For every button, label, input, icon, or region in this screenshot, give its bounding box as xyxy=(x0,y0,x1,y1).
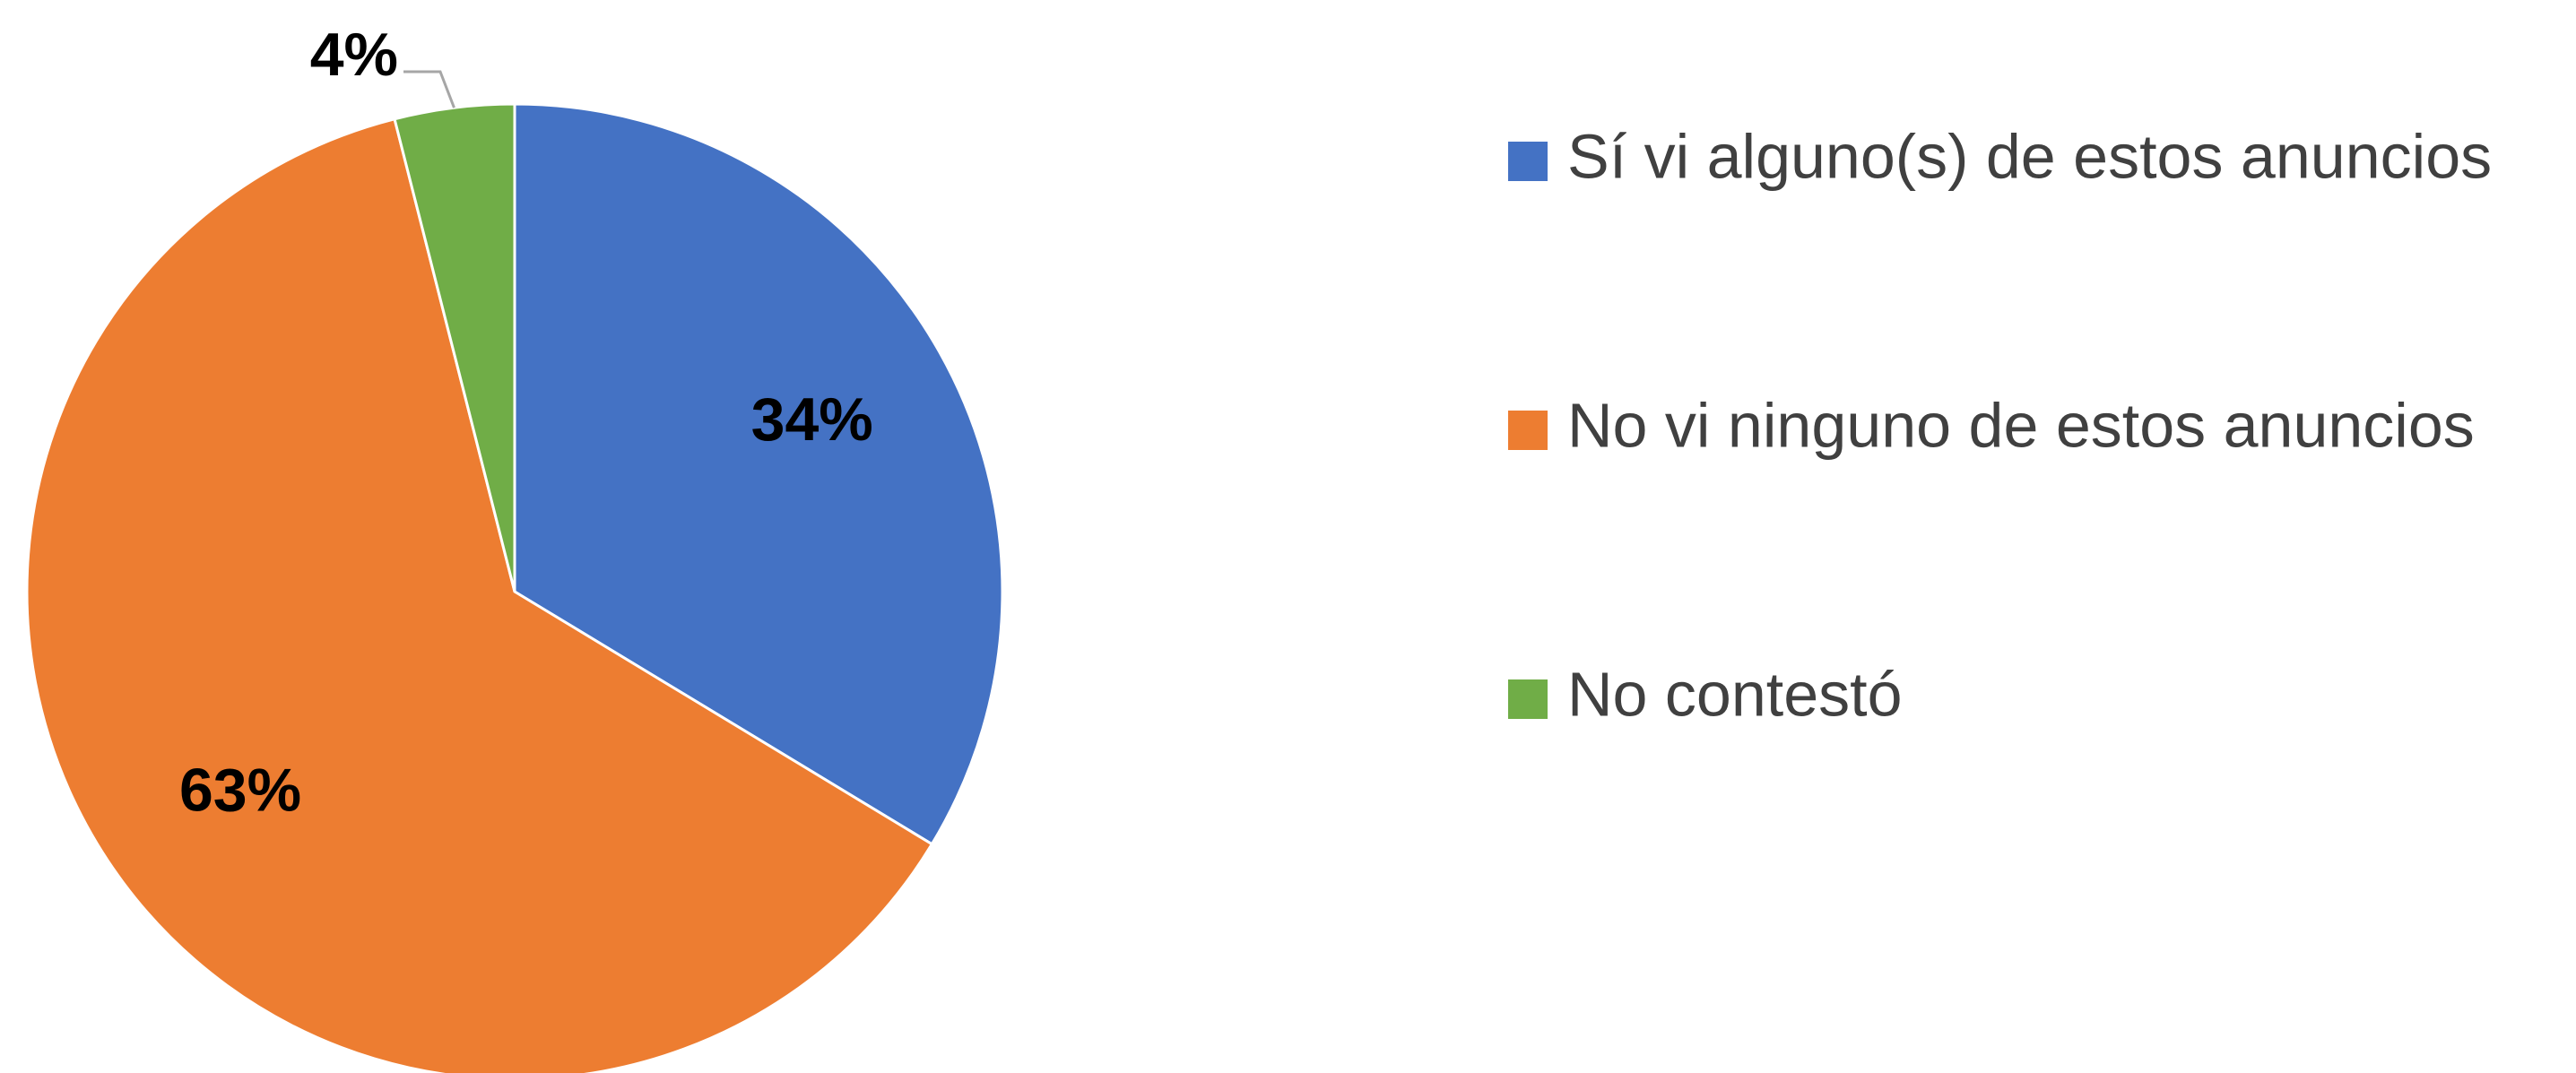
pie-slice xyxy=(25,117,934,1073)
data-label: 4% xyxy=(310,21,398,89)
pie xyxy=(25,102,1004,1073)
legend-swatch xyxy=(1508,142,1548,181)
data-label: 63% xyxy=(179,757,301,825)
leader-line xyxy=(403,70,455,108)
data-labels: 34% 63% 4% xyxy=(179,21,873,825)
pie-slice xyxy=(393,102,516,593)
legend: Sí vi alguno(s) de estos anuncios No vi n… xyxy=(1508,121,2492,729)
legend-label: No vi ninguno de estos anuncios xyxy=(1567,390,2475,460)
pie-slice xyxy=(513,102,1004,846)
legend-label: Sí vi alguno(s) de estos anuncios xyxy=(1567,121,2492,191)
legend-swatch xyxy=(1508,679,1548,719)
legend-swatch xyxy=(1508,411,1548,450)
data-label: 34% xyxy=(751,385,873,454)
legend-label: No contestó xyxy=(1567,659,1903,729)
